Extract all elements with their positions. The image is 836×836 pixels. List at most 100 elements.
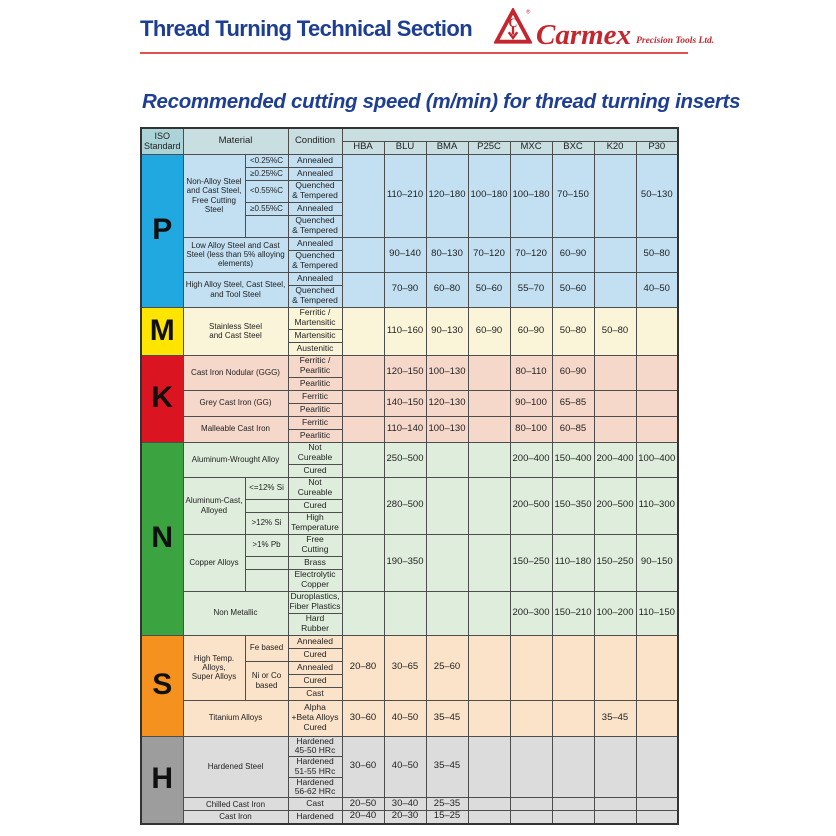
value-cell-p30: 110–150 bbox=[635, 590, 679, 636]
value-cell-p30: 50–130 bbox=[635, 153, 679, 238]
value-cell-bma: 25–60 bbox=[425, 634, 469, 701]
condition-cell: Annealed bbox=[287, 660, 343, 675]
sub-material-cell: ≥0.55%C bbox=[244, 201, 289, 216]
condition-cell: High Temperature bbox=[287, 511, 343, 535]
header-grade-mxc: MXC bbox=[509, 140, 553, 155]
header-condition: Condition bbox=[287, 127, 343, 155]
value-cell-bma: 35–45 bbox=[425, 699, 469, 737]
condition-cell: Cured bbox=[287, 498, 343, 513]
material-cell: Hardened Steel bbox=[182, 735, 289, 799]
value-cell-k20: 100–200 bbox=[593, 590, 637, 636]
value-cell-k20 bbox=[593, 735, 637, 799]
material-cell: Malleable Cast Iron bbox=[182, 415, 289, 443]
condition-cell: Cast bbox=[287, 686, 343, 701]
value-cell-p25c bbox=[467, 415, 511, 443]
iso-letter-s: S bbox=[140, 634, 184, 737]
value-cell-bxc bbox=[551, 735, 595, 799]
value-cell-mxc: 200–300 bbox=[509, 590, 553, 636]
condition-cell: Austenitic bbox=[287, 341, 343, 356]
value-cell-hba bbox=[341, 271, 385, 308]
value-cell-blu: 40–50 bbox=[383, 735, 427, 799]
condition-cell: Brass bbox=[287, 555, 343, 570]
value-cell-mxc: 70–120 bbox=[509, 236, 553, 273]
value-cell-hba: 20–80 bbox=[341, 634, 385, 701]
value-cell-bma: 15–25 bbox=[425, 810, 469, 825]
condition-cell: Cast bbox=[287, 797, 343, 812]
condition-cell: Not Cureable bbox=[287, 441, 343, 465]
condition-cell: Quenched & Tempered bbox=[287, 214, 343, 238]
table-row: ≥0.25%C Annealed bbox=[141, 166, 678, 181]
table-row: M Stainless Steel and Cast Steel Ferritic … bbox=[140, 306, 679, 356]
material-cell: Aluminum-Cast, Alloyed bbox=[182, 476, 246, 535]
value-cell-hba bbox=[341, 153, 385, 238]
value-cell-bma: 120–130 bbox=[425, 389, 469, 417]
iso-letter-k: K bbox=[140, 354, 184, 443]
header-iso-standard: ISO Standard bbox=[140, 127, 184, 155]
value-cell-k20 bbox=[593, 634, 637, 701]
table-row: Cast Iron Hardened 20–40 20–30 15–25 bbox=[141, 810, 679, 825]
value-cell-blu: 70–90 bbox=[383, 271, 427, 308]
value-cell-hba bbox=[341, 533, 385, 592]
value-cell-mxc: 200–500 bbox=[509, 476, 553, 535]
value-cell-hba bbox=[341, 590, 385, 636]
material-cell: Stainless Steel and Cast Steel bbox=[182, 306, 289, 356]
brand-suffix: Precision Tools Ltd. bbox=[636, 36, 715, 46]
condition-cell: Ferritic / Pearlitic bbox=[287, 354, 343, 378]
table-row: P Non-Alloy Steel and Cast Steel, Free Cu… bbox=[140, 153, 679, 308]
value-cell-hba: 20–40 bbox=[341, 810, 385, 825]
value-cell-mxc: 200–400 bbox=[509, 441, 553, 478]
value-cell-p25c bbox=[467, 389, 511, 417]
material-cell: High Temp. Alloys, Super Alloys bbox=[182, 634, 246, 701]
value-cell-bxc bbox=[551, 634, 595, 701]
value-cell-bma: 60–80 bbox=[425, 271, 469, 308]
value-cell-p30 bbox=[635, 634, 679, 701]
table-row: Cured bbox=[141, 463, 678, 478]
table-row: Quenched & Tempered bbox=[141, 214, 678, 238]
material-cell: Copper Alloys bbox=[182, 533, 246, 592]
value-cell-p25c bbox=[467, 810, 511, 825]
value-cell-bxc: 60–90 bbox=[551, 236, 595, 273]
value-cell-p30: 40–50 bbox=[635, 271, 679, 308]
condition-cell: Quenched & Tempered bbox=[287, 179, 343, 203]
value-cell-p30 bbox=[635, 306, 679, 356]
value-cell-bxc: 50–60 bbox=[551, 271, 595, 308]
condition-cell: Hardened bbox=[287, 810, 343, 825]
table-row: Titanium Alloys Alpha +Beta Alloys Cured 3… bbox=[141, 699, 679, 737]
value-cell-bxc: 65–85 bbox=[551, 389, 595, 417]
condition-cell: Hardened 56-62 HRc bbox=[287, 776, 343, 799]
value-cell-bma bbox=[425, 590, 469, 636]
table-row: <0.55%C Quenched & Tempered bbox=[141, 179, 678, 203]
condition-cell: Annealed bbox=[287, 201, 343, 216]
condition-cell: Hardened 45-50 HRc bbox=[287, 735, 343, 758]
value-cell-hba bbox=[341, 236, 385, 273]
value-cell-mxc bbox=[509, 634, 553, 701]
sub-material-cell: <0.25%C bbox=[244, 153, 289, 168]
table-row: Pearlitic bbox=[141, 428, 678, 443]
table-row: Quenched & Tempered bbox=[141, 249, 678, 273]
value-cell-bma: 35–45 bbox=[425, 735, 469, 799]
value-cell-mxc: 100–180 bbox=[509, 153, 553, 238]
value-cell-bma: 25–35 bbox=[425, 797, 469, 812]
table-row: Brass bbox=[141, 555, 678, 570]
value-cell-hba: 30–60 bbox=[341, 699, 385, 737]
value-cell-blu: 110–160 bbox=[383, 306, 427, 356]
material-cell: Aluminum-Wrought Alloy bbox=[182, 441, 289, 478]
value-cell-k20 bbox=[593, 810, 637, 825]
value-cell-bxc: 150–400 bbox=[551, 441, 595, 478]
value-cell-p30: 110–300 bbox=[635, 476, 679, 535]
value-cell-bxc: 60–85 bbox=[551, 415, 595, 443]
header-grade-k20: K20 bbox=[593, 140, 637, 155]
page-title: Thread Turning Technical Section bbox=[140, 16, 473, 41]
table-row: Cured bbox=[141, 498, 678, 513]
condition-cell: Pearlitic bbox=[287, 376, 343, 391]
sub-material-cell bbox=[244, 214, 289, 238]
sub-material-cell: ≥0.25%C bbox=[244, 166, 289, 181]
material-cell: Chilled Cast Iron bbox=[182, 797, 289, 812]
condition-cell: Annealed bbox=[287, 153, 343, 168]
condition-cell: Ferritic / Martensitic bbox=[287, 306, 343, 330]
iso-letter-h: H bbox=[140, 735, 184, 825]
value-cell-hba bbox=[341, 354, 385, 391]
value-cell-p30 bbox=[635, 797, 679, 812]
material-cell: Non-Alloy Steel and Cast Steel, Free Cut… bbox=[182, 153, 246, 238]
value-cell-p30: 90–150 bbox=[635, 533, 679, 592]
